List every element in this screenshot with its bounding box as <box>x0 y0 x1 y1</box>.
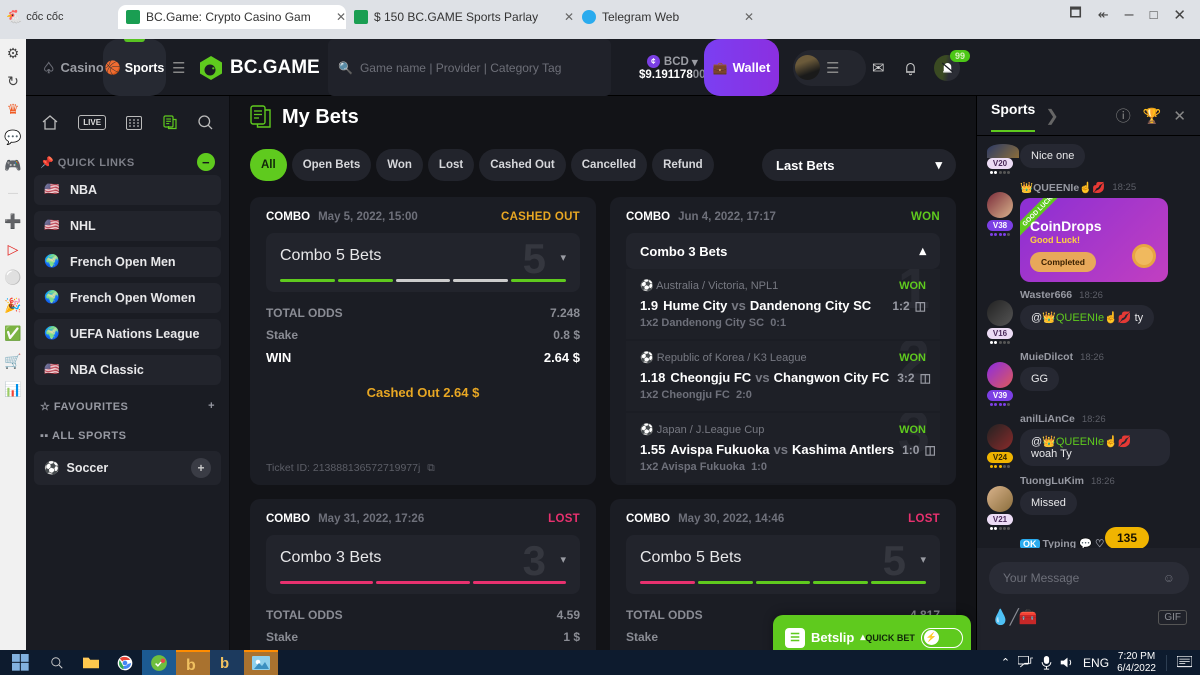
svg-text:b: b <box>220 655 229 671</box>
svg-text:b: b <box>186 657 196 673</box>
